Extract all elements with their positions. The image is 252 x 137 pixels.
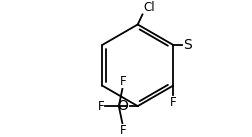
Text: S: S (182, 38, 191, 52)
Text: F: F (169, 96, 176, 109)
Text: F: F (119, 75, 126, 88)
Text: F: F (97, 100, 104, 113)
Text: Cl: Cl (142, 1, 154, 14)
Text: F: F (119, 124, 126, 137)
Text: O: O (117, 99, 128, 113)
